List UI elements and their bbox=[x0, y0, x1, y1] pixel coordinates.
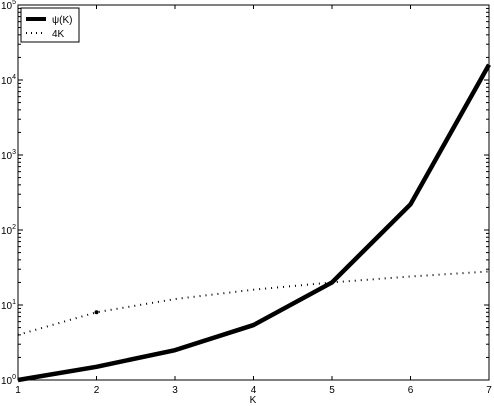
x-tick-label: 4 bbox=[251, 385, 257, 396]
x-tick-label: 7 bbox=[486, 385, 492, 396]
legend-label-4k: 4K bbox=[52, 29, 65, 40]
plot-area bbox=[17, 4, 490, 381]
series-point-4k bbox=[94, 310, 99, 315]
x-tick-label: 1 bbox=[15, 385, 21, 396]
y-tick-label: 103 bbox=[1, 149, 16, 162]
series-line-psi bbox=[17, 63, 491, 383]
legend-label-psi: ψ(K) bbox=[52, 15, 72, 26]
x-tick-label: 2 bbox=[94, 385, 100, 396]
legend: ψ(K) 4K bbox=[20, 7, 80, 43]
x-axis-ticks: 1 2 3 4 5 6 7 bbox=[15, 5, 492, 396]
x-tick-label: 6 bbox=[408, 385, 414, 396]
series-line-4k bbox=[17, 270, 490, 336]
y-tick-label: 101 bbox=[1, 299, 16, 312]
x-tick-label: 3 bbox=[172, 385, 178, 396]
y-tick-label: 102 bbox=[1, 224, 16, 237]
y-axis-ticks: 100 101 102 103 104 105 bbox=[1, 0, 489, 387]
series-layer bbox=[17, 63, 491, 383]
y-tick-label: 100 bbox=[1, 374, 16, 387]
legend-box bbox=[20, 7, 80, 43]
x-tick-label: 5 bbox=[329, 385, 335, 396]
y-tick-label: 105 bbox=[1, 0, 16, 12]
y-tick-label: 104 bbox=[1, 74, 16, 87]
x-axis-label: K bbox=[250, 395, 257, 406]
